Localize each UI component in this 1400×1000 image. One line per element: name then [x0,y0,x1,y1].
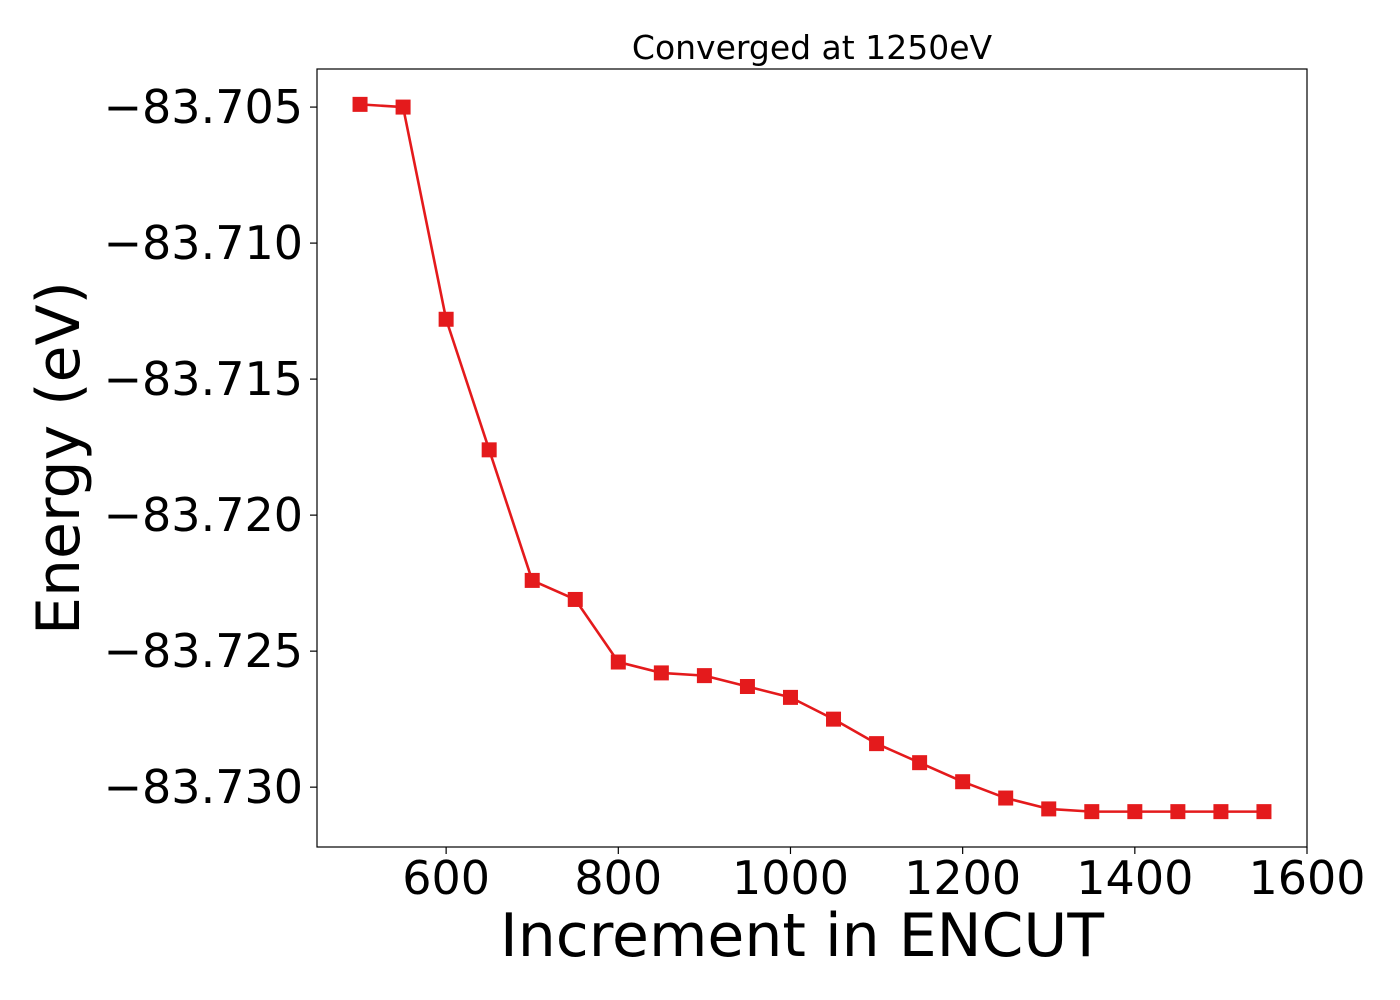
data-point-marker [912,755,928,771]
data-point-marker [869,736,885,752]
chart-title: Converged at 1250eV [632,28,993,67]
data-point-marker [1084,804,1100,820]
y-tick-label: −83.725 [104,624,304,678]
x-tick-label: 600 [402,851,490,905]
data-point-marker [955,774,971,790]
data-point-marker [1127,804,1143,820]
data-point-marker [610,654,626,670]
data-point-marker [395,99,411,115]
data-point-marker [1170,804,1186,820]
data-point-marker [1213,804,1229,820]
data-point-marker [782,689,798,705]
x-tick-label: 1200 [904,851,1021,905]
data-point-marker [1041,801,1057,817]
data-point-marker [998,790,1014,806]
y-tick-label: −83.720 [104,488,304,542]
data-point-marker [826,711,842,727]
x-tick-label: 1400 [1076,851,1193,905]
x-tick-label: 800 [574,851,662,905]
y-tick-label: −83.705 [104,80,304,134]
x-tick-label: 1600 [1248,851,1365,905]
plot-area: 600 800 1000 1200 1400 1600 −83.705 −83.710 −83.… [104,68,1366,905]
plot-frame [316,68,1308,848]
data-point-marker [524,572,540,588]
y-tick-label: −83.710 [104,216,304,270]
y-tick-label: −83.730 [104,760,304,814]
data-point-marker [739,679,755,695]
series-line [359,103,1264,813]
data-point-marker [352,96,368,112]
data-point-marker [481,442,497,458]
data-point-marker [438,311,454,327]
data-point-marker [1256,804,1272,820]
x-tick-label: 1000 [732,851,849,905]
data-point-marker [696,668,712,684]
data-point-marker [567,591,583,607]
y-tick-label: −83.715 [104,352,304,406]
y-axis-label: Energy (eV) [24,281,94,635]
data-point-marker [653,665,669,681]
x-axis-label: Increment in ENCUT [500,901,1104,971]
